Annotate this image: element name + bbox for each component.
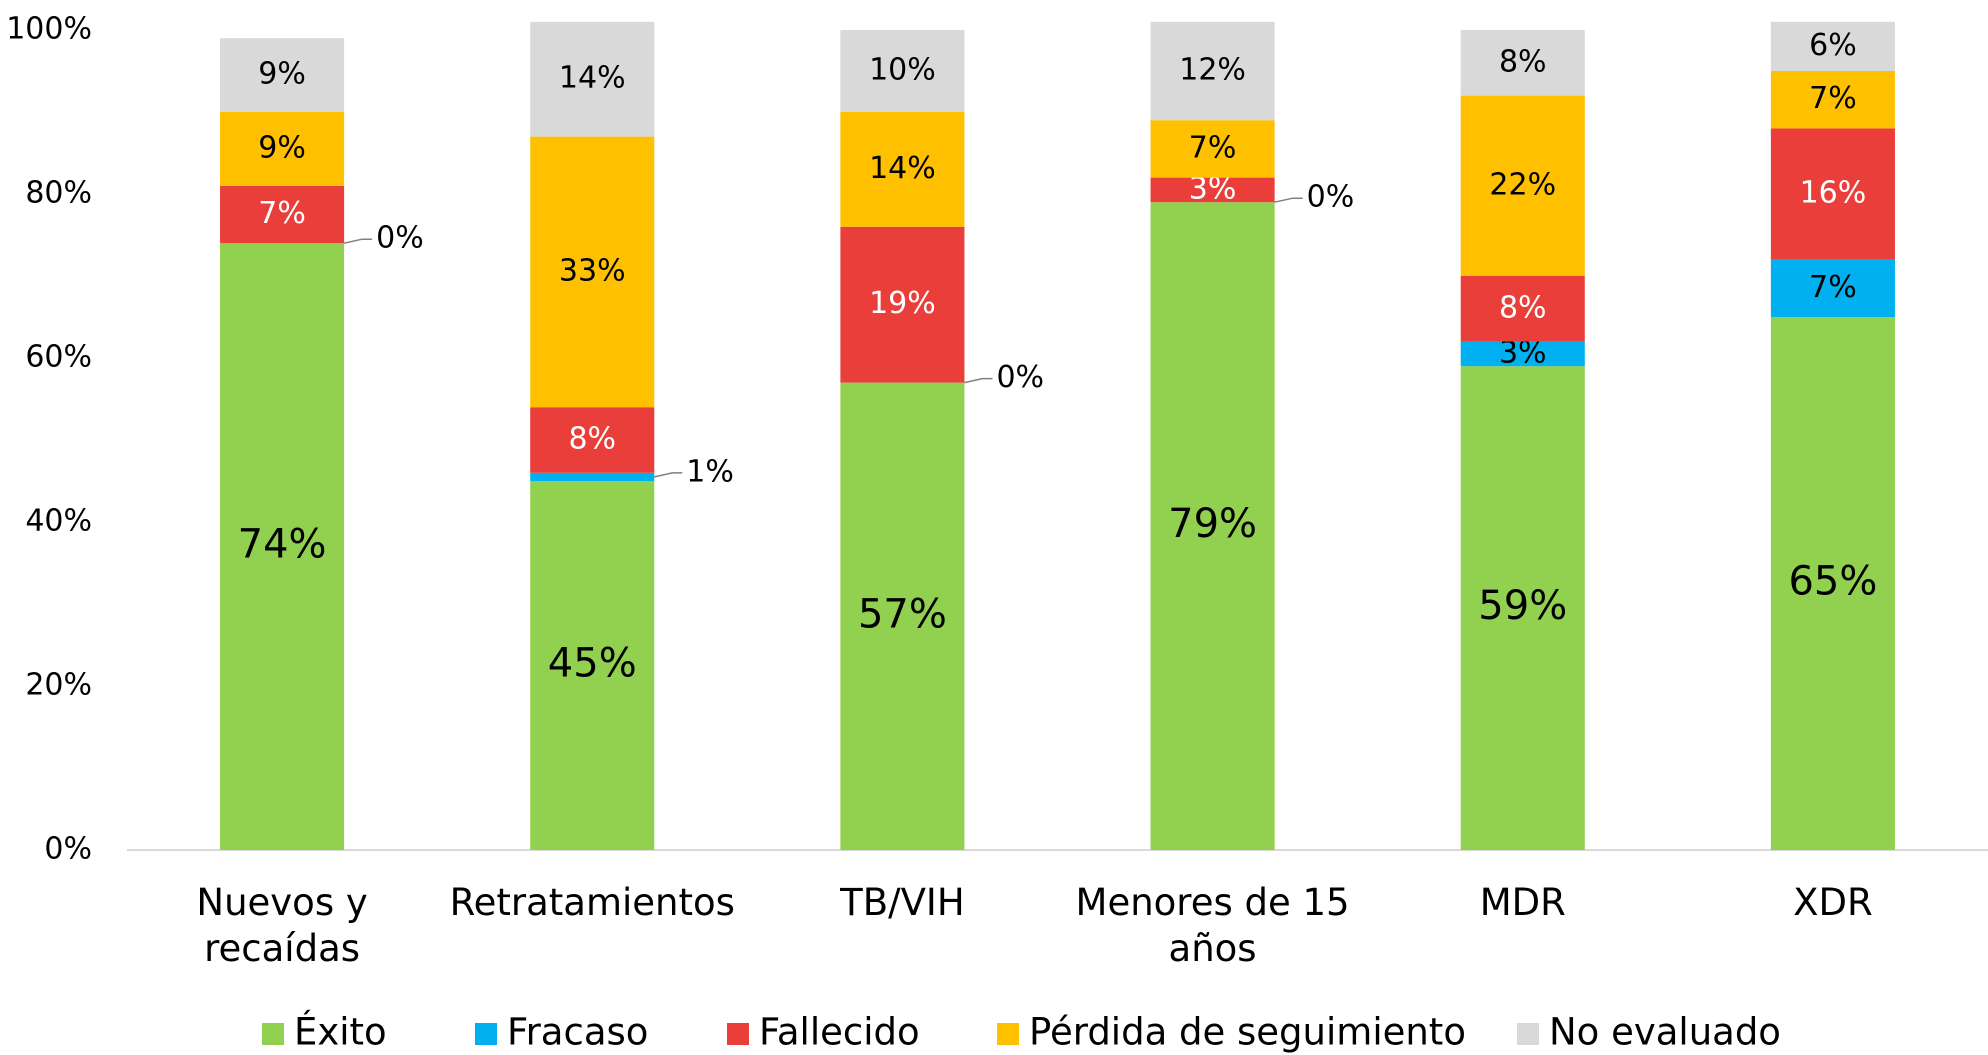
bar-segment: [1770, 317, 1895, 850]
data-label: 74%: [238, 522, 327, 568]
bar-segment: [1460, 276, 1585, 342]
leader-line: [343, 238, 373, 244]
bar-segment: [1460, 30, 1585, 96]
data-label: 9%: [258, 57, 306, 92]
bar-segment: [220, 185, 345, 244]
data-label: 45%: [548, 641, 637, 687]
data-label: 19%: [869, 286, 936, 321]
bar-segment: [840, 226, 965, 383]
legend-swatch: [262, 1023, 284, 1045]
x-tick-label: Menores de 15 años: [1075, 881, 1350, 970]
data-label: 57%: [858, 591, 947, 637]
y-tick-label: 80%: [25, 176, 92, 211]
bar-segment: [220, 38, 345, 113]
legend-label: Éxito: [294, 1010, 387, 1054]
leader-line: [964, 377, 993, 384]
data-label: 65%: [1788, 559, 1877, 605]
data-label: 14%: [559, 61, 626, 96]
y-tick-label: 60%: [25, 340, 92, 375]
legend-label: No evaluado: [1549, 1011, 1781, 1054]
data-label: 79%: [1168, 501, 1257, 547]
data-label: 10%: [869, 53, 936, 88]
data-label: 8%: [1499, 44, 1547, 79]
data-label: 33%: [559, 253, 626, 288]
data-label: 14%: [869, 151, 936, 186]
bar-segment: [1770, 259, 1895, 317]
data-label: 0%: [996, 360, 1044, 395]
data-label: 59%: [1478, 583, 1567, 629]
x-tick-label: XDR: [1793, 881, 1873, 924]
bar-segment: [1150, 177, 1275, 203]
data-label: 16%: [1800, 176, 1867, 211]
data-label: 9%: [258, 130, 306, 165]
legend-label: Fracaso: [507, 1011, 648, 1054]
data-label: 22%: [1489, 167, 1556, 202]
bar-segment: [1770, 21, 1895, 71]
y-tick-label: 0%: [44, 832, 92, 867]
legend-swatch: [727, 1023, 749, 1045]
leader-line: [654, 472, 683, 478]
bar-segment: [1460, 366, 1585, 850]
bar-segment: [1770, 71, 1895, 129]
legend-swatch: [1517, 1023, 1539, 1045]
data-label: 8%: [568, 422, 616, 457]
x-tick-label: TB/VIH: [840, 881, 965, 924]
bar-segment: [840, 382, 965, 850]
data-label: 12%: [1179, 53, 1246, 88]
y-tick-label: 40%: [25, 504, 92, 539]
data-label: 0%: [1307, 180, 1355, 215]
data-label: 7%: [1189, 130, 1237, 165]
x-tick-label: Retratamientos: [449, 881, 735, 924]
bar-segment: [1460, 95, 1585, 276]
x-tick-label: MDR: [1479, 881, 1566, 924]
bar-segment: [1770, 128, 1895, 260]
legend-label: Fallecido: [759, 1011, 920, 1054]
bar-segment: [530, 407, 655, 473]
leader-line: [1274, 197, 1303, 203]
data-label: 7%: [1809, 270, 1857, 305]
bar-segment: [530, 21, 655, 137]
bar-segment: [530, 481, 655, 850]
bar-segment: [220, 243, 345, 850]
data-label: 6%: [1809, 28, 1857, 63]
bar-segment: [220, 112, 345, 186]
bar-segment: [1460, 341, 1585, 367]
y-tick-label: 100%: [6, 12, 92, 47]
x-tick-label: Nuevos y recaídas: [196, 881, 368, 970]
bar-segment: [840, 30, 965, 112]
legend-label: Pérdida de seguimiento: [1029, 1011, 1466, 1054]
data-label: 7%: [258, 196, 306, 231]
bar-segment: [840, 112, 965, 227]
legend-swatch: [475, 1023, 497, 1045]
data-label: 0%: [376, 221, 424, 256]
data-label: 1%: [686, 454, 734, 489]
y-tick-label: 20%: [25, 668, 92, 703]
bar-segment: [530, 136, 655, 408]
data-label: 8%: [1499, 290, 1547, 325]
data-label: 7%: [1809, 81, 1857, 116]
bar-segment: [530, 472, 655, 481]
bar-segment: [1150, 202, 1275, 850]
bar-segment: [1150, 120, 1275, 178]
bar-segment: [1150, 21, 1275, 121]
legend-swatch: [997, 1023, 1019, 1045]
